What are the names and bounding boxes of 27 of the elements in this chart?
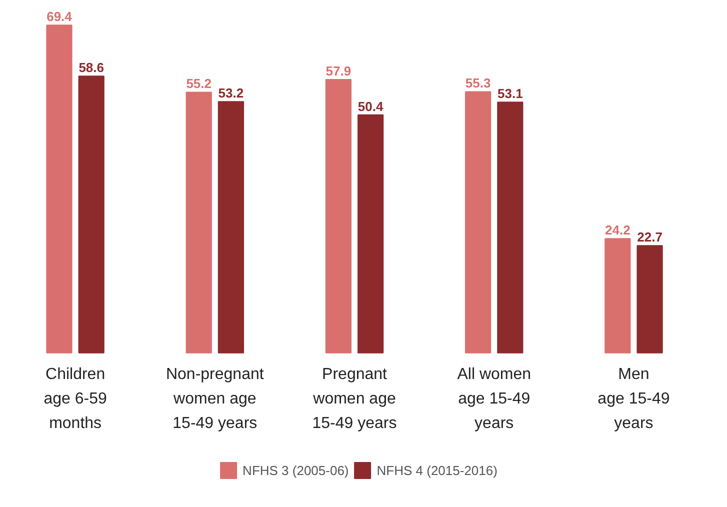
- bar: [636, 245, 663, 354]
- bar: [78, 76, 104, 354]
- category-label: Pregnant women age 15-49 years: [312, 366, 397, 432]
- data-label: 69.4: [46, 9, 73, 24]
- category-label: All women age 15-49 years: [457, 366, 532, 432]
- data-label: 22.7: [637, 230, 662, 245]
- data-label: 55.2: [186, 76, 212, 92]
- data-label: 50.4: [358, 98, 384, 114]
- bar: [46, 24, 72, 354]
- bar: [358, 114, 384, 354]
- category-label: Men age 15-49 years: [598, 366, 670, 432]
- bar: [325, 78, 352, 354]
- data-label: 57.9: [326, 63, 352, 78]
- bar: [604, 238, 631, 354]
- data-label: 53.2: [218, 86, 244, 101]
- data-label: 58.6: [78, 60, 104, 76]
- bar: [186, 92, 212, 354]
- legend-label: NFHS 3 (2005-06): [242, 462, 349, 478]
- legend-label: NFHS 4 (2015-2016): [376, 462, 498, 478]
- bar: [218, 101, 244, 354]
- bar: [464, 91, 492, 354]
- data-label: 53.1: [498, 86, 523, 102]
- data-label: 24.2: [605, 222, 630, 238]
- category-label: Non-pregnant women age 15-49 years: [166, 366, 264, 432]
- data-label: 55.3: [465, 76, 491, 91]
- category-label: Children age 6-59 months: [44, 366, 107, 432]
- bar: [497, 102, 524, 354]
